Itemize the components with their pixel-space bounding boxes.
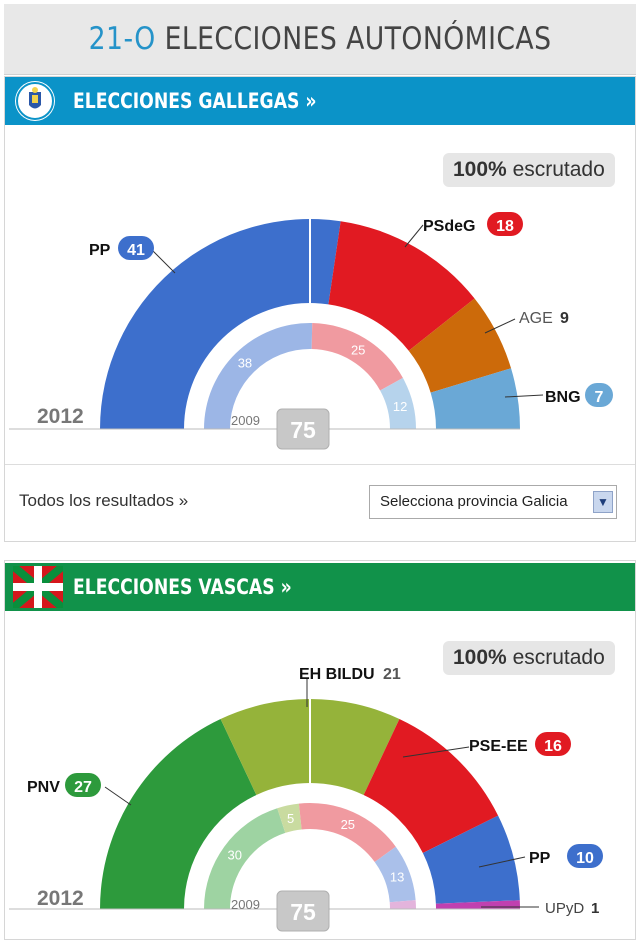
galicia-majority: 75	[290, 417, 316, 443]
galicia-results-row: Todos los resultados » Selecciona provin…	[5, 464, 635, 541]
euskadi-2012-segment-2	[363, 718, 499, 853]
galicia-majority-box	[276, 408, 330, 450]
province-select[interactable]: Selecciona provincia Galicia ▼	[369, 485, 617, 519]
euskadi-label-upyd: UPyD	[545, 900, 584, 917]
page-header: 21-O ELECCIONES AUTONÓMICAS	[4, 4, 636, 75]
euskadi-2009-segment-0	[204, 808, 286, 909]
galicia-leader-line-2	[484, 318, 516, 334]
euskadi-label-ehbildu: EH BILDU	[299, 666, 375, 683]
euskadi-label-pseee: PSE-EE	[469, 738, 528, 755]
euskadi-scrutiny-pct: 100%	[453, 646, 507, 669]
euskadi-2009-segment-4	[389, 900, 416, 909]
galicia-label-bng: BNG	[545, 389, 581, 406]
euskadi-2009-label-1: 5	[287, 811, 294, 826]
euskadi-2009-label-2: 25	[341, 817, 355, 832]
galicia-scrutiny-pct: 100%	[453, 158, 507, 181]
euskadi-value-pp: 10	[576, 850, 594, 867]
euskadi-scrutiny-badge: 100% escrutado	[443, 641, 615, 675]
euskadi-2009-label-3: 13	[390, 870, 404, 885]
galicia-banner[interactable]: ELECCIONES GALLEGAS »	[5, 77, 635, 125]
galicia-2009-label-1: 25	[351, 342, 365, 357]
title-text: ELECCIONES AUTONÓMICAS	[164, 21, 552, 57]
galicia-value-psdeg: 18	[496, 218, 514, 235]
euskadi-label-pp: PP	[529, 850, 551, 867]
euskadi-scrutiny-label: escrutado	[512, 646, 605, 669]
euskadi-2009-segment-2	[298, 803, 396, 862]
title-number: 21-O	[88, 21, 156, 57]
galicia-value-age: 9	[560, 310, 569, 327]
galicia-2012-segment-0	[100, 219, 341, 429]
galicia-2009-label-0: 38	[238, 356, 252, 371]
euskadi-value-pnv: 27	[74, 779, 92, 796]
euskadi-majority: 75	[290, 899, 316, 925]
galicia-year-2009: 2009	[231, 413, 260, 428]
euskadi-leader-line-3	[478, 856, 526, 868]
euskadi-banner-link[interactable]: ELECCIONES VASCAS »	[73, 575, 292, 599]
galicia-2009-segment-1	[311, 323, 403, 391]
euskadi-value-pnv-bg	[65, 773, 101, 797]
euskadi-label-pnv: PNV	[27, 779, 60, 796]
galicia-seats-chart: 38 25 12 2012 2009 75 PP 41 PSdeG 18 AGE 9 BNG 7	[9, 212, 613, 450]
galicia-scrutiny-badge: 100% escrutado	[443, 153, 615, 187]
euskadi-panel: ELECCIONES VASCAS » 100% escrutado 30 5 25…	[4, 560, 636, 940]
euskadi-leader-line-2	[402, 746, 470, 758]
all-results-link[interactable]: Todos los resultados »	[19, 491, 189, 510]
euskadi-value-pseee-bg	[535, 732, 571, 756]
province-select-value: Selecciona provincia Galicia	[380, 493, 568, 510]
galicia-year-2012: 2012	[37, 405, 84, 428]
galicia-2012-segment-3	[430, 368, 520, 429]
euskadi-2009-label-0: 30	[228, 847, 242, 862]
galicia-value-bng-bg	[585, 383, 613, 407]
euskadi-2009-segment-1	[277, 803, 302, 833]
euskadi-majority-box	[276, 890, 330, 932]
ikurrina-flag-icon	[13, 566, 63, 608]
euskadi-year-2009: 2009	[231, 897, 260, 912]
galicia-scrutiny-label: escrutado	[512, 158, 605, 181]
galicia-value-psdeg-bg	[487, 212, 523, 236]
galicia-leader-line-0	[150, 248, 176, 274]
galicia-value-pp: 41	[127, 242, 145, 259]
euskadi-2012-segment-0	[100, 718, 257, 909]
euskadi-value-upyd: 1	[591, 900, 599, 917]
euskadi-2012-segment-3	[422, 815, 520, 904]
galicia-2012-segment-1	[328, 221, 475, 351]
galicia-leader-line-3	[504, 394, 544, 398]
galicia-value-bng: 7	[595, 389, 604, 406]
galicia-label-psdeg: PSdeG	[423, 218, 475, 235]
galicia-leader-line-1	[404, 224, 424, 248]
galicia-panel: ELECCIONES GALLEGAS » 100% escrutado 38 2…	[4, 76, 636, 542]
galicia-2009-segment-0	[204, 323, 313, 429]
euskadi-2009-segment-3	[374, 846, 416, 903]
euskadi-leader-line-0	[104, 786, 132, 806]
euskadi-value-ehbildu: 21	[383, 666, 401, 683]
galicia-banner-link[interactable]: ELECCIONES GALLEGAS »	[73, 89, 317, 113]
euskadi-banner[interactable]: ELECCIONES VASCAS »	[5, 563, 635, 611]
page-title: 21-O ELECCIONES AUTONÓMICAS	[89, 4, 552, 74]
galicia-2009-segment-2	[380, 377, 416, 429]
galicia-2009-label-2: 12	[393, 399, 407, 414]
galicia-2012-segment-2	[408, 298, 512, 393]
galicia-label-age: AGE	[519, 310, 553, 327]
galicia-crest-icon	[15, 81, 55, 121]
euskadi-value-pseee: 16	[544, 738, 562, 755]
galicia-value-pp-bg	[118, 236, 154, 260]
euskadi-year-2012: 2012	[37, 887, 84, 910]
euskadi-value-pp-bg	[567, 844, 603, 868]
euskadi-seats-chart: 30 5 25 13 2012 2009 75 PNV 27 EH BILDU 21 PSE-EE 16…	[9, 666, 603, 932]
chevron-down-icon[interactable]: ▼	[593, 491, 613, 513]
galicia-label-pp: PP	[89, 242, 111, 259]
